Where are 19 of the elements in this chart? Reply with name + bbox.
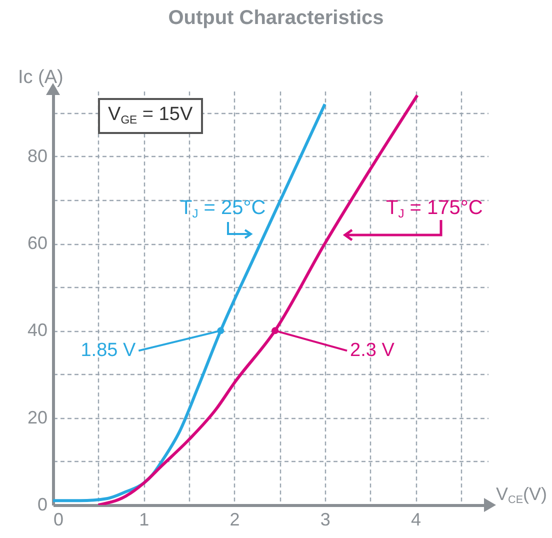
x-tick-label: 3 [320, 510, 330, 530]
series-label: T$_{J}$ = 175°C [386, 197, 483, 221]
y-tick-label: 40 [27, 320, 48, 340]
annotation: V$_{GE}$ = 15V [98, 98, 203, 134]
y-axis-title: Ic (A) [18, 67, 64, 88]
series-label: T$_{J}$ = 25°C [180, 197, 266, 221]
x-tick-label: 0 [54, 510, 64, 530]
x-tick-label: 1 [139, 510, 150, 530]
y-tick-label: 60 [27, 233, 48, 254]
annotation: 2.3 V [350, 340, 394, 361]
x-tick-label: 4 [410, 510, 422, 530]
x-tick-label: 2 [230, 510, 240, 530]
y-tick-label: 0 [37, 494, 48, 514]
y-tick-label: 80 [27, 146, 48, 166]
annotation: 1.85 V [80, 340, 136, 361]
line-series [53, 102, 326, 502]
chart-title: Output Characteristics [167, 7, 385, 29]
y-tick-label: 20 [27, 407, 48, 428]
x-axis-title: V$_{CE}$(V) [496, 484, 548, 506]
